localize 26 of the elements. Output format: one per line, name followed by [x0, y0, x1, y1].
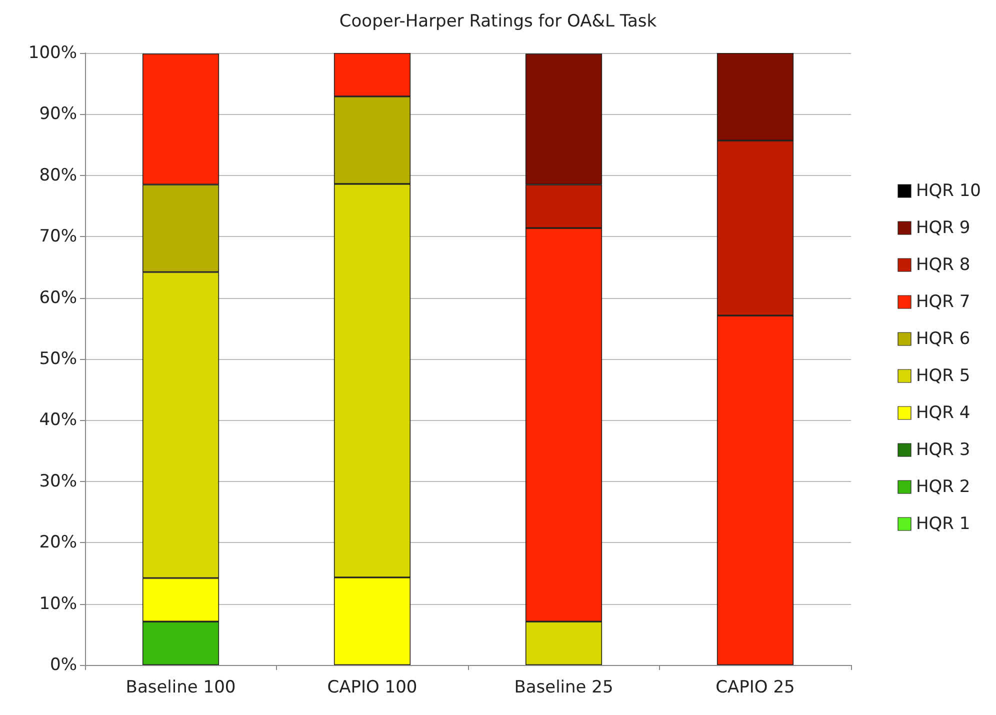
x-tick-label: CAPIO 25	[716, 678, 795, 698]
y-tick-label: 10%	[39, 594, 77, 614]
chart-title: Cooper-Harper Ratings for OA&L Task	[339, 12, 657, 32]
legend-label: HQR 7	[916, 292, 970, 312]
y-tick-label: 50%	[39, 349, 77, 369]
legend-label: HQR 8	[916, 255, 970, 275]
y-tick-label: 30%	[39, 471, 77, 492]
x-tick-label: CAPIO 100	[327, 678, 418, 698]
y-tick-label: 70%	[39, 226, 77, 247]
legend-label: HQR 2	[916, 477, 970, 497]
x-tick-label: Baseline 100	[126, 678, 236, 698]
y-tick-label: 0%	[50, 655, 77, 675]
legend-label: HQR 6	[916, 329, 970, 349]
y-tick-label: 60%	[39, 288, 77, 308]
legend-label: HQR 9	[916, 218, 970, 238]
y-tick-label: 20%	[39, 532, 77, 553]
y-tick-label: 80%	[39, 165, 77, 186]
legend-label: HQR 10	[916, 181, 982, 201]
y-tick-label: 40%	[39, 410, 77, 430]
legend-label: HQR 3	[916, 440, 970, 460]
legend-label: HQR 4	[916, 403, 970, 423]
x-tick-label: Baseline 25	[514, 678, 614, 698]
y-tick-label: 100%	[28, 43, 77, 63]
legend-label: HQR 5	[916, 366, 970, 386]
legend-label: HQR 1	[916, 514, 970, 534]
y-tick-label: 90%	[39, 104, 77, 124]
